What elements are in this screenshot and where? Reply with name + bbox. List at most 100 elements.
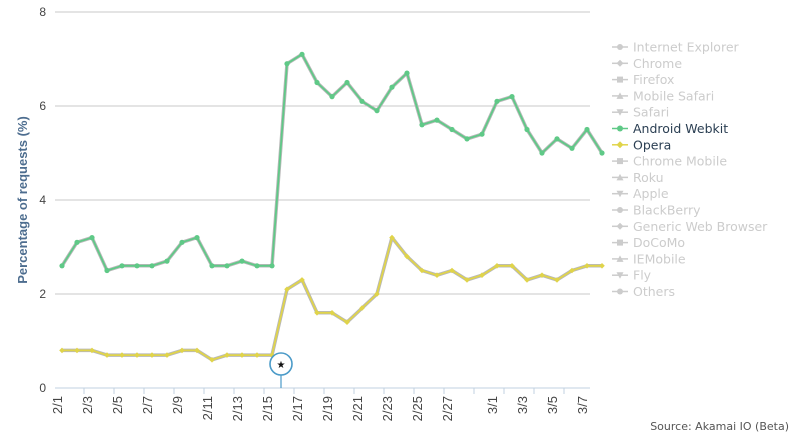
data-point[interactable]	[554, 136, 560, 142]
legend-item-generic-web-browser[interactable]: Generic Web Browser	[612, 219, 768, 234]
data-point[interactable]	[149, 263, 155, 269]
data-point[interactable]	[164, 258, 170, 264]
data-point[interactable]	[374, 108, 380, 114]
legend-item-blackberry[interactable]: BlackBerry	[612, 203, 701, 218]
data-point[interactable]	[509, 263, 515, 269]
data-point[interactable]	[479, 272, 485, 278]
data-point[interactable]	[569, 145, 575, 151]
data-point[interactable]	[194, 235, 200, 241]
legend-item-opera[interactable]: Opera	[612, 137, 671, 152]
series-android-webkit[interactable]	[59, 51, 605, 274]
legend-label[interactable]: Internet Explorer	[633, 40, 740, 55]
data-point[interactable]	[164, 352, 170, 358]
data-point[interactable]	[494, 263, 500, 269]
legend-item-internet-explorer[interactable]: Internet Explorer	[612, 40, 740, 55]
data-point[interactable]	[104, 352, 110, 358]
data-point[interactable]	[419, 122, 425, 128]
legend-item-docomo[interactable]: DoCoMo	[612, 235, 685, 250]
data-point[interactable]	[584, 263, 590, 269]
legend-item-fly[interactable]: Fly	[612, 268, 652, 283]
data-point[interactable]	[59, 263, 65, 269]
legend-item-chrome-mobile[interactable]: Chrome Mobile	[612, 154, 727, 169]
data-point[interactable]	[134, 352, 140, 358]
legend-label[interactable]: Firefox	[633, 72, 674, 87]
series-line[interactable]	[62, 236, 602, 361]
legend-label[interactable]: Chrome Mobile	[633, 154, 727, 169]
legend-item-android-webkit[interactable]: Android Webkit	[612, 121, 728, 136]
data-point[interactable]	[224, 352, 230, 358]
annotation-flag[interactable]: ★	[269, 352, 293, 388]
data-point[interactable]	[344, 79, 350, 86]
legend-label[interactable]: Opera	[633, 137, 671, 152]
data-point[interactable]	[134, 263, 140, 269]
legend-label[interactable]: Apple	[633, 186, 669, 201]
data-point[interactable]	[74, 347, 80, 354]
data-point[interactable]	[59, 347, 65, 354]
data-point[interactable]	[299, 51, 305, 57]
data-point[interactable]	[224, 263, 230, 269]
data-point[interactable]	[89, 347, 95, 354]
legend-item-others[interactable]: Others	[612, 284, 675, 299]
data-point[interactable]	[404, 70, 410, 76]
data-point[interactable]	[89, 235, 95, 241]
legend-label[interactable]: Safari	[633, 105, 669, 120]
data-point[interactable]	[284, 286, 290, 293]
legend-label[interactable]: Fly	[633, 268, 652, 283]
data-point[interactable]	[494, 98, 500, 104]
data-point[interactable]	[509, 94, 515, 100]
data-point[interactable]	[329, 94, 335, 100]
data-point[interactable]	[524, 277, 530, 283]
data-point[interactable]	[179, 239, 185, 245]
data-point[interactable]	[119, 263, 125, 269]
legend-item-firefox[interactable]: Firefox	[612, 72, 674, 87]
legend-label[interactable]: Mobile Safari	[633, 88, 714, 103]
data-point[interactable]	[449, 267, 455, 274]
data-point[interactable]	[554, 277, 560, 283]
data-point[interactable]	[464, 277, 470, 283]
data-point[interactable]	[449, 126, 455, 133]
data-point[interactable]	[104, 267, 110, 274]
legend-label[interactable]: IEMobile	[633, 251, 686, 266]
legend-label[interactable]: Others	[633, 284, 675, 299]
data-point[interactable]	[479, 131, 485, 137]
data-point[interactable]	[569, 267, 575, 274]
data-point[interactable]	[524, 126, 530, 133]
data-point[interactable]	[74, 239, 80, 245]
legend-label[interactable]: Roku	[633, 170, 664, 185]
data-point[interactable]	[314, 79, 320, 86]
legend-item-mobile-safari[interactable]: Mobile Safari	[612, 88, 714, 103]
data-point[interactable]	[404, 253, 410, 260]
legend-label[interactable]: DoCoMo	[633, 235, 685, 250]
data-point[interactable]	[149, 352, 155, 358]
data-point[interactable]	[584, 126, 590, 133]
data-point[interactable]	[464, 136, 470, 142]
data-point[interactable]	[539, 272, 545, 278]
data-point[interactable]	[254, 263, 260, 269]
data-point[interactable]	[269, 263, 275, 269]
data-point[interactable]	[239, 258, 245, 264]
data-point[interactable]	[539, 150, 545, 156]
legend-label[interactable]: Chrome	[633, 56, 682, 71]
series-opera[interactable]	[59, 234, 605, 363]
data-point[interactable]	[179, 347, 185, 354]
data-point[interactable]	[359, 305, 365, 311]
legend-label[interactable]: Android Webkit	[633, 121, 728, 136]
data-point[interactable]	[389, 234, 395, 241]
legend-label[interactable]: Generic Web Browser	[633, 219, 768, 234]
legend-item-apple[interactable]: Apple	[612, 186, 669, 201]
data-point[interactable]	[599, 150, 605, 156]
data-point[interactable]	[374, 291, 380, 297]
data-point[interactable]	[434, 117, 440, 123]
legend-label[interactable]: BlackBerry	[633, 203, 701, 218]
data-point[interactable]	[239, 352, 245, 358]
series-line[interactable]	[61, 53, 603, 272]
data-point[interactable]	[389, 84, 395, 90]
data-point[interactable]	[314, 310, 320, 316]
legend-item-chrome[interactable]: Chrome	[612, 56, 682, 71]
data-point[interactable]	[209, 357, 215, 363]
data-point[interactable]	[194, 347, 200, 354]
data-point[interactable]	[434, 272, 440, 278]
data-point[interactable]	[284, 61, 290, 67]
data-point[interactable]	[299, 277, 305, 283]
